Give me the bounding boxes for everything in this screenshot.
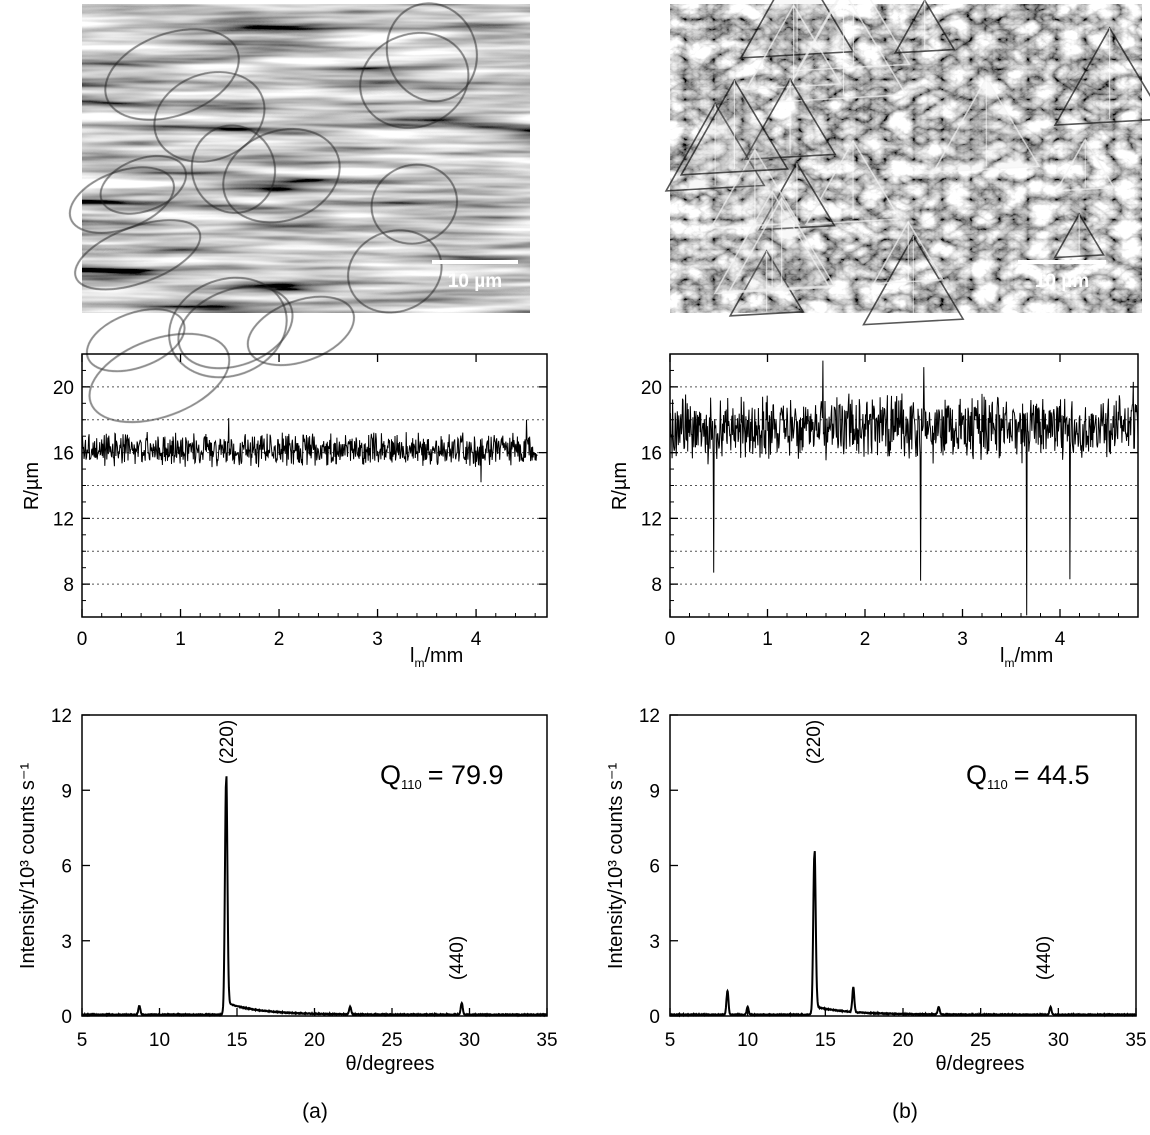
x-tick-label: 25: [381, 1030, 402, 1051]
pyramid-facet: [743, 77, 837, 161]
x-tick-label: 1: [762, 629, 773, 650]
pyramid-facet: [727, 196, 836, 293]
x-tick-label: 20: [892, 1030, 913, 1051]
texture-coefficient-a: Q110 = 79.9: [380, 760, 504, 792]
y-tick-label: 8: [651, 575, 662, 596]
pyramid-facet: [795, 0, 911, 72]
x-tick-label: 20: [304, 1030, 325, 1051]
x-tick-label: 1: [175, 629, 186, 650]
roughness-trace-b: [669, 360, 1139, 616]
peak-label-220-a: (220): [217, 720, 238, 764]
x-axis-label-roughness-b: lm/mm: [1000, 645, 1053, 670]
x-tick-label: 15: [226, 1030, 247, 1051]
y-tick-label: 12: [51, 706, 72, 727]
micrograph-b: 10 µm: [664, 0, 1150, 326]
y-axis-label-xrd-b: Intensity/10³ counts s⁻¹: [605, 763, 627, 970]
xrd-trace-b: [669, 850, 1137, 1018]
y-tick-label: 16: [641, 444, 662, 465]
grain-boundary: [99, 154, 187, 215]
y-tick-label: 12: [53, 509, 74, 530]
y-tick-label: 9: [649, 781, 660, 802]
grain-boundary: [190, 124, 277, 214]
x-tick-label: 0: [77, 629, 88, 650]
x-tick-label: 25: [970, 1030, 991, 1051]
y-axis-label-xrd-a: Intensity/10³ counts s⁻¹: [17, 763, 39, 970]
grain-boundary: [347, 229, 443, 314]
peak-label-440-a: (440): [447, 936, 468, 980]
grain-boundary: [370, 163, 459, 245]
panel-label-b: (b): [892, 1100, 918, 1123]
y-tick-label: 6: [61, 857, 72, 878]
x-tick-label: 4: [1055, 629, 1066, 650]
peak-label-440-b: (440): [1034, 936, 1055, 980]
x-tick-label: 3: [957, 629, 968, 650]
x-tick-label: 2: [274, 629, 285, 650]
xrd-plot-a: 0 3 6 9 12 5 10 15 20 25 30 35 Intensity/10³ counts…: [17, 706, 558, 1075]
pyramid-facet: [1053, 26, 1150, 126]
y-tick-label: 3: [61, 932, 72, 953]
x-axis-label-xrd-a: θ/degrees: [346, 1053, 435, 1075]
grain-boundary: [68, 166, 175, 234]
grain-boundary: [246, 295, 356, 367]
pyramid-facet: [779, 0, 908, 103]
y-tick-label: 8: [63, 575, 74, 596]
pyramid-facet: [1054, 137, 1116, 192]
y-tick-label: 0: [649, 1007, 660, 1028]
micrograph-a: 10 µm: [68, 2, 530, 424]
y-axis-label-roughness-b: R/µm: [609, 462, 631, 510]
x-axis-label-xrd-b: θ/degrees: [936, 1053, 1025, 1075]
x-tick-label: 5: [77, 1030, 88, 1051]
y-tick-label: 3: [649, 932, 660, 953]
pyramid-facet: [893, 0, 956, 54]
grain-boundary: [359, 31, 470, 129]
grain-boundary: [88, 332, 231, 424]
x-tick-label: 2: [860, 629, 871, 650]
y-tick-label: 12: [641, 509, 662, 530]
pyramid-facet: [757, 161, 836, 231]
grain-boundary: [74, 219, 202, 291]
xrd-trace-a: [81, 776, 548, 1018]
x-tick-label: 0: [665, 629, 676, 650]
y-tick-label: 0: [61, 1007, 72, 1028]
grain-boundary: [153, 71, 266, 163]
x-tick-label: 35: [1125, 1030, 1146, 1051]
xrd-plot-b: 0 3 6 9 12 5 10 15 20 25 30 35 Intensity/10³ counts…: [605, 706, 1147, 1075]
peak-label-220-b: (220): [804, 720, 825, 764]
x-tick-label: 4: [471, 629, 482, 650]
grain-boundary: [168, 276, 288, 379]
panel-label-a: (a): [302, 1100, 328, 1123]
scale-bar-label-a: 10 µm: [448, 271, 502, 292]
x-tick-label: 3: [372, 629, 383, 650]
pyramid-facet: [728, 249, 805, 317]
x-axis-label-roughness-a: lm/mm: [410, 645, 463, 670]
texture-coefficient-b: Q110 = 44.5: [966, 760, 1090, 792]
scale-bar-label-b: 10 µm: [1035, 271, 1089, 292]
roughness-trace-a: [81, 418, 538, 483]
x-tick-label: 35: [536, 1030, 557, 1051]
x-tick-label: 10: [737, 1030, 758, 1051]
x-tick-label: 30: [459, 1030, 480, 1051]
pyramid-facet: [862, 234, 965, 326]
grain-boundary: [104, 28, 240, 121]
pyramid-facet: [872, 220, 945, 285]
y-axis-label-roughness-a: R/µm: [21, 462, 43, 510]
grain-boundary: [222, 128, 341, 224]
grain-boundary: [177, 285, 294, 370]
pyramid-facet: [804, 139, 902, 226]
x-tick-label: 15: [815, 1030, 836, 1051]
grain-boundary: [385, 2, 478, 103]
y-tick-label: 12: [639, 706, 660, 727]
y-tick-label: 6: [649, 857, 660, 878]
y-tick-label: 9: [61, 781, 72, 802]
y-tick-label: 20: [53, 378, 74, 399]
x-tick-label: 10: [149, 1030, 170, 1051]
y-tick-label: 16: [53, 444, 74, 465]
x-tick-label: 5: [665, 1030, 676, 1051]
grain-boundary: [85, 308, 186, 373]
y-tick-label: 20: [641, 378, 662, 399]
x-tick-label: 30: [1048, 1030, 1069, 1051]
